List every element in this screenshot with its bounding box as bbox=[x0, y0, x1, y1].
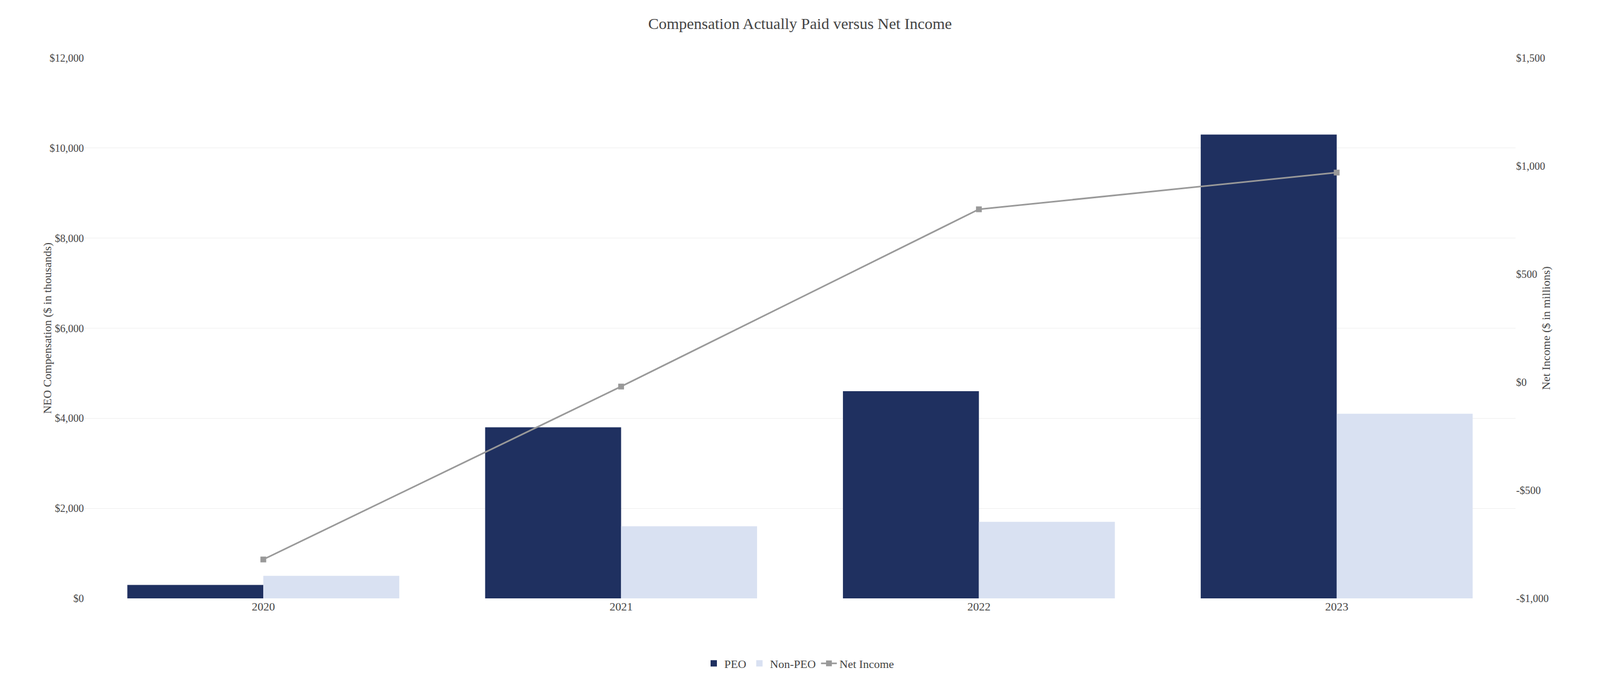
svg-text:Net Income ($ in millions): Net Income ($ in millions) bbox=[1539, 266, 1553, 391]
svg-text:NEO Compensation ($ in thousan: NEO Compensation ($ in thousands) bbox=[40, 242, 54, 415]
svg-text:Net Income: Net Income bbox=[839, 657, 894, 672]
svg-text:$0: $0 bbox=[1516, 376, 1527, 389]
svg-text:-$500: -$500 bbox=[1516, 484, 1541, 497]
svg-text:Non-PEO: Non-PEO bbox=[770, 657, 817, 672]
svg-text:$6,000: $6,000 bbox=[54, 322, 84, 335]
svg-text:$10,000: $10,000 bbox=[49, 142, 84, 155]
svg-text:2020: 2020 bbox=[251, 600, 275, 614]
svg-text:$4,000: $4,000 bbox=[54, 412, 84, 425]
svg-text:2021: 2021 bbox=[609, 600, 633, 614]
svg-text:-$1,000: -$1,000 bbox=[1516, 592, 1549, 605]
svg-text:$500: $500 bbox=[1516, 268, 1538, 281]
svg-text:$1,000: $1,000 bbox=[1516, 160, 1546, 172]
svg-text:PEO: PEO bbox=[724, 657, 747, 672]
svg-text:Compensation Actually Paid ver: Compensation Actually Paid versus Net In… bbox=[648, 14, 953, 33]
svg-text:2023: 2023 bbox=[1325, 600, 1349, 614]
svg-text:2022: 2022 bbox=[967, 600, 991, 614]
svg-text:$1,500: $1,500 bbox=[1516, 52, 1546, 64]
svg-text:$8,000: $8,000 bbox=[54, 232, 84, 245]
svg-text:$12,000: $12,000 bbox=[49, 52, 84, 64]
svg-text:$2,000: $2,000 bbox=[54, 502, 84, 515]
svg-text:$0: $0 bbox=[73, 592, 84, 605]
